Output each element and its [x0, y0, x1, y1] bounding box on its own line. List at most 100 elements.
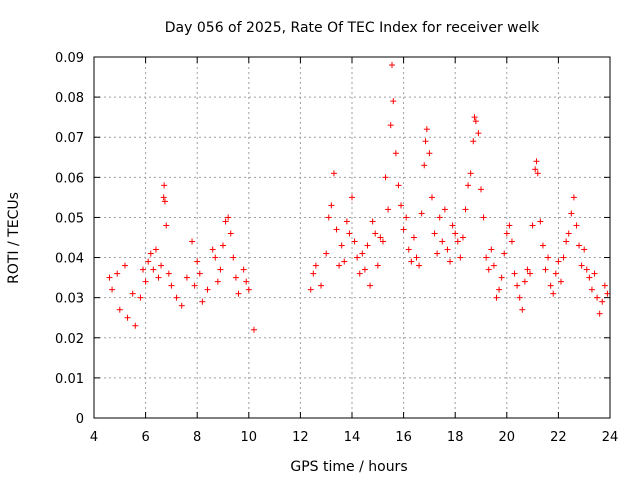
data-point — [160, 194, 167, 201]
data-point — [310, 270, 317, 277]
data-point — [161, 198, 168, 205]
x-tick-label: 14 — [344, 430, 361, 445]
data-point — [428, 194, 435, 201]
grid-lines — [94, 57, 610, 418]
data-point — [508, 238, 515, 245]
data-point — [527, 270, 534, 277]
data-point — [568, 210, 575, 217]
data-point — [250, 326, 257, 333]
x-tick-label: 6 — [141, 430, 149, 445]
data-point — [147, 250, 154, 257]
data-point — [235, 290, 242, 297]
data-point — [423, 126, 430, 133]
data-point — [588, 286, 595, 293]
data-point — [413, 254, 420, 261]
y-tick-label: 0.05 — [55, 211, 84, 226]
data-point — [519, 306, 526, 313]
y-tick-label: 0.02 — [55, 332, 84, 347]
data-point — [336, 262, 343, 269]
x-tick-label: 22 — [550, 430, 567, 445]
data-point — [545, 254, 552, 261]
data-point — [361, 266, 368, 273]
data-point — [583, 266, 590, 273]
data-point — [459, 234, 466, 241]
data-point — [374, 262, 381, 269]
data-point — [230, 254, 237, 261]
x-tick-label: 20 — [499, 430, 516, 445]
data-point — [534, 170, 541, 177]
data-point — [155, 274, 162, 281]
data-point — [573, 222, 580, 229]
y-axis-title: ROTI / TECUs — [6, 192, 22, 284]
data-point — [552, 270, 559, 277]
data-point — [581, 246, 588, 253]
data-point — [586, 274, 593, 281]
data-point — [372, 230, 379, 237]
data-point — [550, 290, 557, 297]
y-tick-label: 0.06 — [55, 171, 84, 186]
data-point — [462, 206, 469, 213]
data-point — [142, 278, 149, 285]
data-point — [563, 238, 570, 245]
data-point — [173, 294, 180, 301]
data-point — [354, 254, 361, 261]
data-point — [506, 222, 513, 229]
data-point — [106, 274, 113, 281]
data-point — [503, 230, 510, 237]
data-point — [158, 262, 165, 269]
data-point — [532, 166, 539, 173]
data-point — [594, 294, 601, 301]
data-point — [483, 254, 490, 261]
data-point — [441, 206, 448, 213]
data-point — [431, 230, 438, 237]
data-point — [194, 258, 201, 265]
data-point — [312, 262, 319, 269]
data-point — [422, 138, 429, 145]
data-point — [191, 282, 198, 289]
data-point — [604, 290, 611, 297]
data-point — [369, 218, 376, 225]
data-point — [387, 122, 394, 129]
y-tick-label: 0.08 — [55, 91, 84, 106]
data-point — [410, 234, 417, 241]
data-point — [478, 186, 484, 193]
data-point — [341, 258, 348, 265]
chart-title: Day 056 of 2025, Rate Of TEC Index for r… — [165, 20, 540, 36]
data-point — [514, 282, 521, 289]
data-point — [388, 62, 395, 69]
data-point — [400, 226, 407, 233]
x-axis-title: GPS time / hours — [290, 459, 407, 475]
data-point — [140, 266, 147, 273]
data-point — [222, 218, 229, 225]
data-point — [496, 286, 503, 293]
data-point — [449, 222, 456, 229]
data-point — [209, 246, 216, 253]
data-point — [444, 246, 451, 253]
data-point — [485, 266, 492, 273]
data-point — [392, 150, 399, 157]
data-point — [488, 246, 495, 253]
data-point — [454, 238, 461, 245]
data-point — [346, 230, 353, 237]
data-point — [240, 266, 247, 273]
data-point — [599, 298, 606, 305]
x-tick-label: 24 — [602, 430, 619, 445]
data-point — [325, 214, 332, 221]
y-tick-label: 0.01 — [55, 372, 84, 387]
data-point — [457, 254, 464, 261]
data-point — [199, 298, 206, 305]
data-point — [408, 258, 415, 265]
data-point — [421, 162, 428, 169]
data-point — [501, 250, 508, 257]
data-point — [377, 234, 384, 241]
data-point — [493, 294, 500, 301]
x-tick-label: 4 — [90, 430, 98, 445]
data-point — [578, 262, 585, 269]
data-point — [243, 278, 250, 285]
data-point — [214, 278, 221, 285]
data-point — [351, 238, 358, 245]
data-point — [359, 250, 366, 257]
data-point — [330, 170, 337, 177]
data-point — [333, 226, 340, 233]
